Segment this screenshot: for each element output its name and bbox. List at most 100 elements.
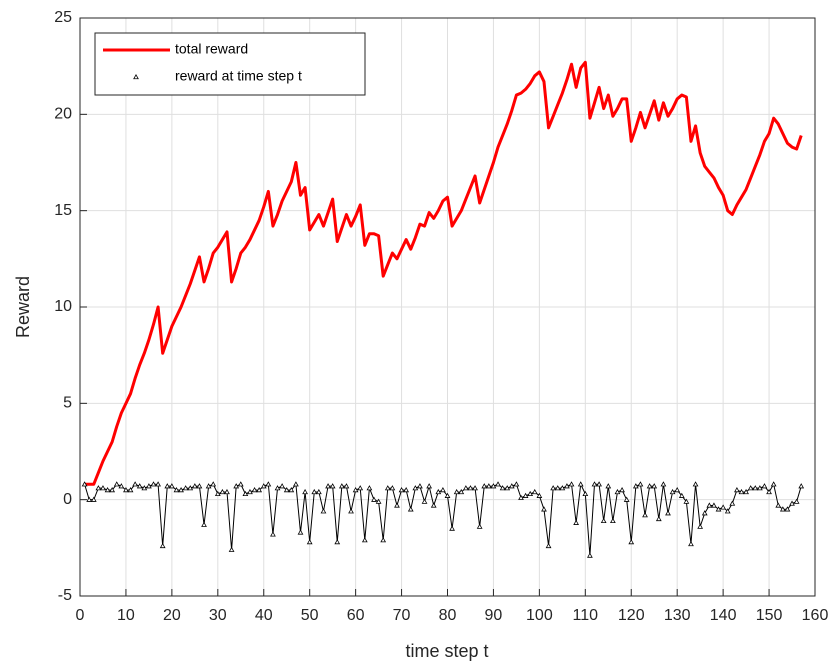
marker <box>113 481 120 487</box>
x-tick-label: 50 <box>301 607 319 624</box>
marker <box>440 487 446 493</box>
marker <box>435 488 442 495</box>
marker <box>123 487 129 493</box>
x-tick-label: 0 <box>76 607 85 624</box>
marker <box>352 487 359 493</box>
marker <box>646 483 653 489</box>
marker <box>242 490 249 497</box>
marker <box>348 508 354 514</box>
marker <box>541 506 547 512</box>
marker <box>770 481 777 487</box>
x-tick-label: 90 <box>485 607 503 624</box>
marker <box>311 488 318 495</box>
marker <box>724 508 731 514</box>
marker <box>715 506 722 512</box>
marker <box>315 488 322 495</box>
marker <box>619 487 625 493</box>
marker <box>499 485 506 491</box>
marker <box>568 481 575 487</box>
marker <box>747 485 754 491</box>
legend-swatch <box>133 73 139 80</box>
x-tick-label: 160 <box>802 607 829 624</box>
marker <box>761 483 768 489</box>
marker <box>412 485 419 491</box>
marker <box>605 483 612 489</box>
marker <box>159 542 166 549</box>
marker <box>260 483 267 489</box>
x-tick-label: 80 <box>439 607 457 624</box>
marker <box>678 492 685 498</box>
marker <box>407 506 414 512</box>
marker <box>651 483 658 489</box>
marker <box>389 485 396 491</box>
marker <box>554 485 561 491</box>
marker <box>219 488 226 495</box>
marker <box>660 481 667 487</box>
y-tick-label: 20 <box>54 106 72 123</box>
marker <box>164 483 171 489</box>
marker <box>458 488 465 495</box>
marker <box>146 483 152 489</box>
marker <box>196 483 203 489</box>
marker <box>779 506 786 512</box>
marker <box>210 481 217 487</box>
marker <box>609 517 616 524</box>
y-tick-label: -5 <box>58 587 72 604</box>
marker <box>398 487 405 493</box>
x-tick-label: 10 <box>117 607 135 624</box>
marker <box>155 481 161 487</box>
marker <box>361 537 368 543</box>
marker <box>306 539 313 545</box>
marker <box>706 502 713 508</box>
marker <box>283 487 290 493</box>
marker <box>582 490 589 497</box>
marker <box>132 481 139 487</box>
marker <box>270 531 276 537</box>
marker <box>150 481 157 487</box>
marker <box>756 485 763 491</box>
marker <box>302 488 308 495</box>
marker <box>665 510 671 516</box>
marker <box>632 483 639 489</box>
marker <box>481 483 488 489</box>
marker <box>798 483 805 489</box>
marker <box>334 539 341 545</box>
marker <box>711 502 717 508</box>
marker <box>104 487 111 493</box>
marker <box>288 487 295 493</box>
marker <box>426 483 433 489</box>
marker <box>793 498 800 504</box>
y-axis-label: Reward <box>13 276 33 338</box>
marker <box>141 485 148 491</box>
marker <box>784 506 791 512</box>
marker <box>224 488 230 495</box>
marker <box>596 481 602 487</box>
marker <box>357 485 364 491</box>
marker <box>251 487 258 493</box>
marker <box>380 537 387 543</box>
marker <box>472 485 478 491</box>
marker <box>495 481 501 487</box>
marker <box>201 521 207 527</box>
marker <box>729 500 736 506</box>
marker <box>587 552 593 558</box>
marker <box>485 483 492 489</box>
x-tick-label: 60 <box>347 607 365 624</box>
x-tick-label: 140 <box>710 607 737 624</box>
marker <box>600 517 607 524</box>
marker <box>518 494 524 500</box>
marker <box>490 483 497 489</box>
marker <box>325 483 331 489</box>
x-tick-label: 40 <box>255 607 273 624</box>
marker <box>343 483 350 489</box>
marker <box>366 485 373 491</box>
marker <box>564 483 570 489</box>
marker <box>182 485 189 491</box>
marker <box>136 483 143 489</box>
marker <box>697 523 704 529</box>
x-tick-label: 150 <box>756 607 783 624</box>
marker <box>191 483 198 489</box>
marker <box>513 481 520 487</box>
marker <box>265 481 272 487</box>
